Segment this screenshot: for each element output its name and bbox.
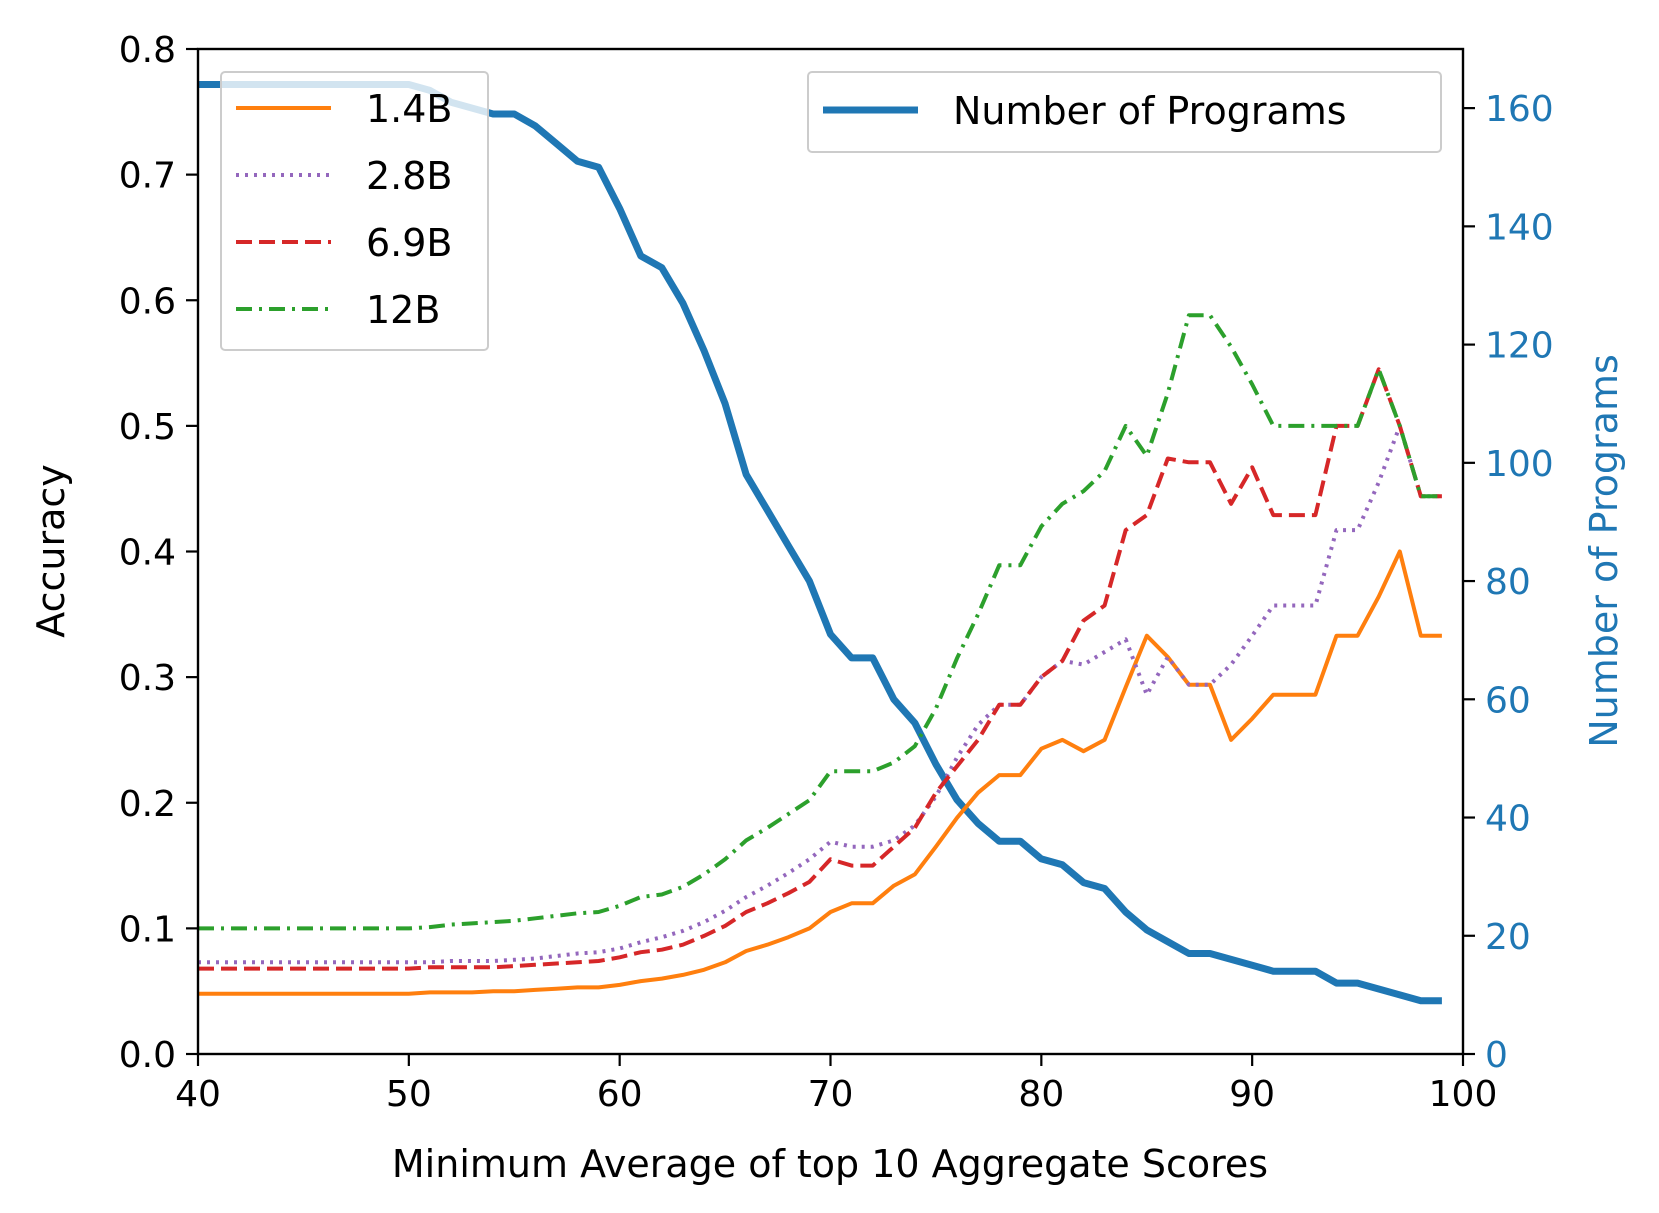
series-line-1-4b	[198, 549, 1442, 996]
y2-axis-label: Number of Programs	[1582, 354, 1626, 748]
x-tick-label: 80	[1018, 1074, 1064, 1115]
series-line-12b	[198, 313, 1442, 931]
legend-label-number-of-programs: Number of Programs	[953, 89, 1347, 133]
legend-label-1-4b: 1.4B	[366, 87, 453, 131]
y2-tick-label: 0	[1485, 1035, 1508, 1076]
y-tick-label: 0.8	[119, 30, 176, 71]
y-tick-label: 0.2	[119, 784, 176, 825]
legend-programs-frame	[807, 71, 1442, 153]
y-tick-label: 0.6	[119, 281, 176, 322]
y2-tick-label: 80	[1485, 562, 1531, 603]
x-tick-label: 50	[386, 1074, 432, 1115]
series-line-2-8b	[198, 423, 1442, 965]
y2-tick-label: 100	[1485, 444, 1554, 485]
y2-tick-label: 20	[1485, 917, 1531, 958]
legend-label-12b: 12B	[366, 288, 440, 332]
x-tick-label: 60	[597, 1074, 643, 1115]
legend-programs: Number of Programs	[807, 71, 1442, 153]
x-axis-label: Minimum Average of top 10 Aggregate Scor…	[392, 1142, 1268, 1186]
left-axis-ticks: 0.0 0.1 0.2 0.3 0.4 0.5 0.6 0.7 0.8	[119, 30, 198, 1076]
y2-tick-label: 160	[1485, 89, 1554, 130]
right-axis-ticks: 0 20 40 60 80 100 120 140 160	[1463, 89, 1554, 1076]
y-tick-label: 0.1	[119, 909, 176, 950]
y-tick-label: 0.7	[119, 156, 176, 197]
y-axis-label: Accuracy	[29, 464, 73, 638]
y2-tick-label: 120	[1485, 326, 1554, 367]
x-axis-ticks: 40 50 60 70 80 90 100	[175, 1054, 1497, 1115]
x-tick-label: 70	[808, 1074, 854, 1115]
y-tick-label: 0.5	[119, 407, 176, 448]
y2-tick-label: 60	[1485, 680, 1531, 721]
series-line-6-9b	[198, 367, 1442, 971]
y-tick-label: 0.4	[119, 533, 176, 574]
y-tick-label: 0.0	[119, 1035, 176, 1076]
x-tick-label: 90	[1229, 1074, 1275, 1115]
y2-tick-label: 40	[1485, 799, 1531, 840]
y2-tick-label: 140	[1485, 207, 1554, 248]
x-tick-label: 40	[175, 1074, 221, 1115]
legend-accuracy-frame	[220, 71, 489, 351]
legend-accuracy: 1.4B 2.8B 6.9B 12B	[220, 71, 489, 351]
x-tick-label: 100	[1429, 1074, 1498, 1115]
legend-label-2-8b: 2.8B	[366, 154, 453, 198]
legend-label-6-9b: 6.9B	[366, 221, 453, 265]
y-tick-label: 0.3	[119, 658, 176, 699]
